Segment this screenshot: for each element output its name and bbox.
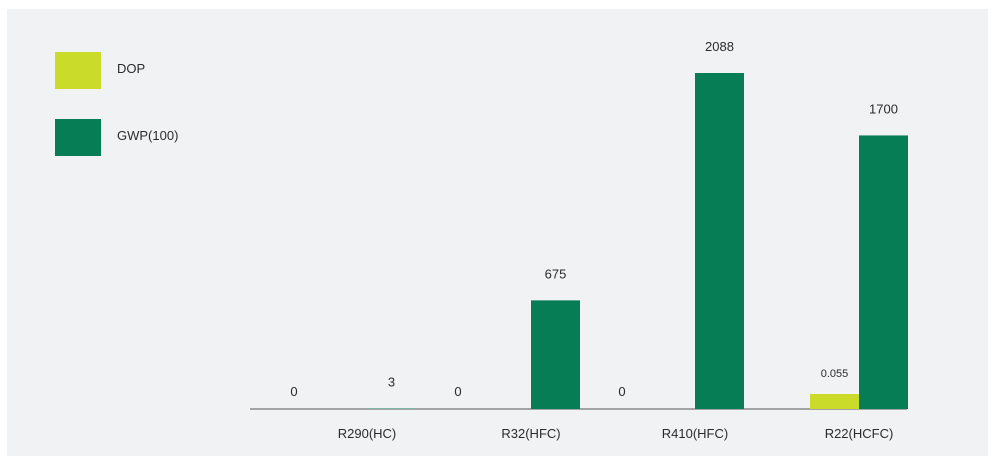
bar-gwp-3 bbox=[859, 135, 908, 410]
chart-panel: DOP GWP(100) 0 3 R290(HC) 0 675 R32(HFC) 0 2088 R4… bbox=[7, 9, 988, 456]
bar-dop-3 bbox=[810, 394, 859, 409]
data-label-dop-1: 0 bbox=[454, 384, 461, 399]
x-tick-label-1: R32(HFC) bbox=[501, 426, 560, 441]
data-label-gwp-2: 2088 bbox=[705, 39, 734, 54]
legend-label-gwp: GWP(100) bbox=[117, 128, 178, 143]
bar-gwp-2 bbox=[695, 73, 744, 409]
legend-label-dop: DOP bbox=[117, 61, 145, 76]
bar-chart: DOP GWP(100) 0 3 R290(HC) 0 675 R32(HFC) 0 2088 R4… bbox=[55, 39, 908, 441]
x-tick-label-0: R290(HC) bbox=[338, 426, 397, 441]
legend-swatch-gwp bbox=[55, 119, 101, 156]
data-label-gwp-3: 1700 bbox=[869, 101, 898, 116]
data-label-dop-3: 0.055 bbox=[821, 368, 849, 380]
x-tick-label-3: R22(HCFC) bbox=[825, 426, 894, 441]
data-label-gwp-0: 3 bbox=[388, 375, 395, 390]
data-label-dop-2: 0 bbox=[618, 384, 625, 399]
data-label-gwp-1: 675 bbox=[545, 266, 567, 281]
legend-swatch-dop bbox=[55, 52, 101, 89]
bar-gwp-1 bbox=[531, 300, 580, 409]
data-label-dop-0: 0 bbox=[290, 384, 297, 399]
x-tick-label-2: R410(HFC) bbox=[662, 426, 728, 441]
